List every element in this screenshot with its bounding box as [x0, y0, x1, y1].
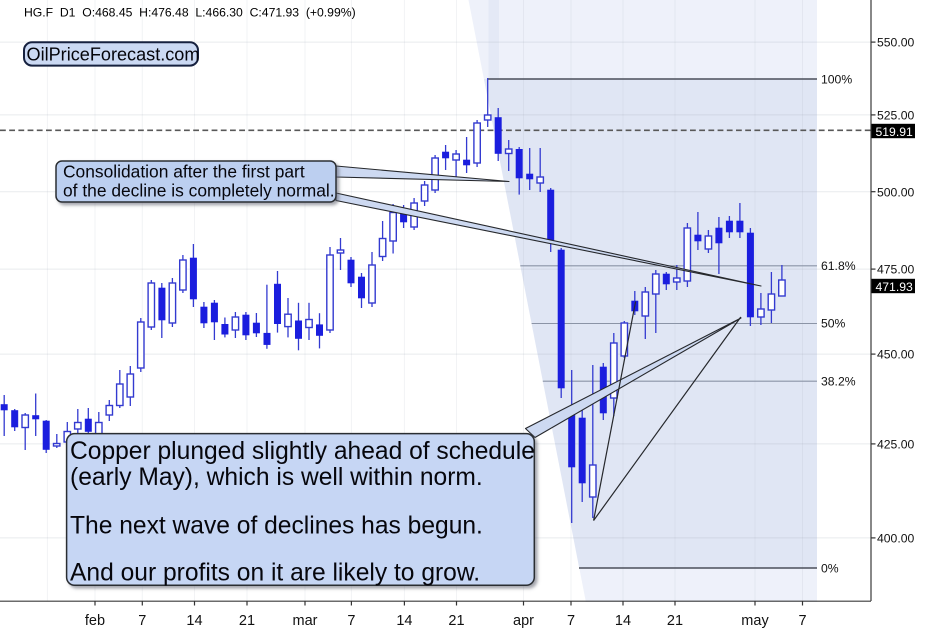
- svg-text:14: 14: [186, 613, 202, 629]
- svg-text:HG.F D1 O:468.45 H:476.48: HG.F D1 O:468.45 H:476.48 L:466.30 C:471…: [24, 5, 356, 19]
- svg-text:mar: mar: [293, 613, 318, 629]
- svg-text:OilPriceForecast.com: OilPriceForecast.com: [27, 45, 200, 65]
- svg-text:7: 7: [347, 613, 355, 629]
- svg-text:500.00: 500.00: [877, 185, 914, 199]
- svg-text:471.93: 471.93: [876, 280, 913, 294]
- svg-text:519.91: 519.91: [876, 125, 913, 139]
- svg-text:550.00: 550.00: [877, 36, 914, 50]
- svg-text:Consolidation after the first: Consolidation after the first part: [63, 162, 305, 182]
- svg-text:And our profits on it are like: And our profits on it are likely to grow…: [70, 560, 480, 587]
- svg-text:100%: 100%: [821, 73, 852, 87]
- svg-text:7: 7: [798, 613, 806, 629]
- svg-text:425.00: 425.00: [877, 438, 914, 452]
- svg-text:14: 14: [396, 613, 412, 629]
- svg-text:21: 21: [448, 613, 464, 629]
- svg-text:21: 21: [667, 613, 683, 629]
- svg-text:38.2%: 38.2%: [821, 375, 856, 389]
- svg-text:14: 14: [615, 613, 631, 629]
- svg-text:feb: feb: [85, 613, 105, 629]
- svg-text:Copper plunged slightly ahead: Copper plunged slightly ahead of schedul…: [70, 438, 535, 465]
- svg-text:50%: 50%: [821, 317, 846, 331]
- svg-text:7: 7: [138, 613, 146, 629]
- svg-text:400.00: 400.00: [877, 532, 914, 546]
- svg-text:525.00: 525.00: [877, 109, 914, 123]
- svg-text:apr: apr: [513, 613, 534, 629]
- svg-text:of the decline is completely n: of the decline is completely normal.: [63, 181, 335, 201]
- svg-text:(early May), which is well wit: (early May), which is well within norm.: [70, 464, 483, 491]
- svg-text:0%: 0%: [821, 562, 839, 576]
- svg-text:61.8%: 61.8%: [821, 259, 856, 273]
- svg-text:The next wave of declines has: The next wave of declines has begun.: [70, 513, 483, 540]
- svg-text:21: 21: [239, 613, 255, 629]
- svg-text:7: 7: [567, 613, 575, 629]
- svg-text:may: may: [741, 613, 769, 629]
- svg-text:450.00: 450.00: [877, 348, 914, 362]
- svg-text:475.00: 475.00: [877, 263, 914, 277]
